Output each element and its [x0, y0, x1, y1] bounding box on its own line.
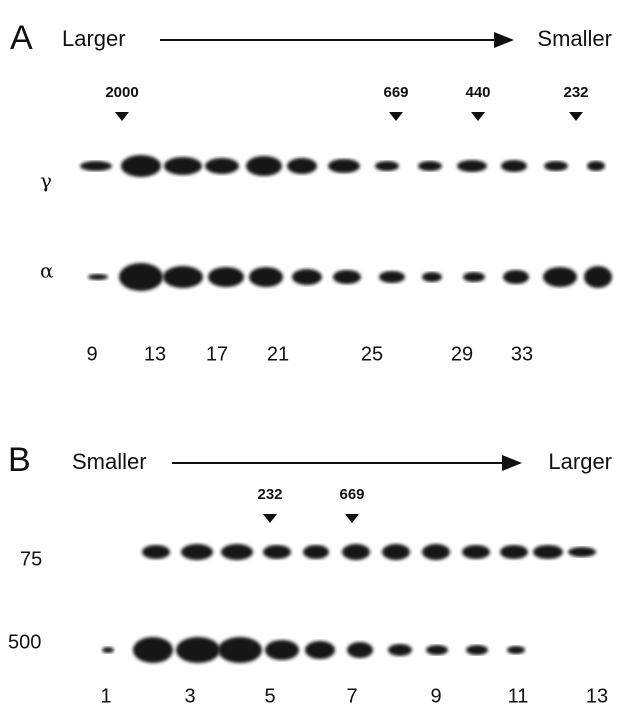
blot-band [500, 545, 528, 559]
lane-number: 1 [100, 685, 111, 707]
blot-band [462, 545, 490, 559]
blot-band [221, 544, 253, 560]
blot-band [533, 545, 563, 559]
blot-band [466, 645, 488, 655]
marker-triangle [263, 514, 277, 523]
blot-band [544, 161, 568, 171]
lane-number: 25 [361, 343, 383, 365]
blot-band [587, 161, 605, 171]
lane-number: 9 [430, 685, 441, 707]
blot-band [263, 545, 291, 559]
blot-band [265, 640, 299, 660]
lane-number: 7 [346, 685, 357, 707]
blot-band [507, 646, 525, 654]
blot-band [292, 269, 322, 285]
blot-band [342, 544, 370, 560]
blot-band [102, 647, 114, 653]
blot-band [503, 270, 529, 284]
blot-band [501, 160, 527, 172]
blot-band [375, 161, 399, 171]
lane-number: 33 [511, 343, 533, 365]
blot-band [463, 272, 485, 282]
blot-band [287, 158, 317, 174]
blot-band [568, 547, 596, 557]
size-marker: 232 [257, 486, 282, 503]
row-label: α [40, 259, 54, 283]
blot-band [80, 161, 112, 171]
blot-band [347, 642, 373, 658]
blot-band [543, 267, 577, 287]
blot-band [218, 637, 262, 663]
marker-triangle [569, 112, 583, 121]
blot-band [584, 266, 612, 288]
blot-band [426, 645, 448, 655]
marker-triangle [115, 112, 129, 121]
lane-number: 21 [267, 343, 289, 365]
size-marker: 440 [465, 84, 490, 101]
blot-band [181, 544, 213, 560]
direction-left: Smaller [72, 449, 147, 474]
direction-right: Smaller [537, 26, 612, 51]
blot-band [164, 157, 202, 175]
lane-number: 13 [144, 343, 166, 365]
blot-band [176, 637, 220, 663]
size-marker: 669 [339, 486, 364, 503]
blot-band [418, 161, 442, 171]
direction-left: Larger [62, 26, 126, 51]
panel-label: A [10, 19, 33, 57]
marker-triangle [389, 112, 403, 121]
blot-band [422, 272, 442, 282]
blot-band [249, 267, 283, 287]
size-marker: 232 [563, 84, 588, 101]
blot-band [208, 267, 244, 287]
direction-right: Larger [548, 449, 612, 474]
size-marker: 669 [383, 84, 408, 101]
size-marker: 2000 [105, 84, 138, 101]
blot-band [388, 644, 412, 656]
blot-band [119, 263, 163, 291]
lane-number: 11 [508, 685, 529, 707]
blot-band [205, 158, 239, 174]
lane-number: 13 [586, 685, 608, 707]
row-label: 75 [20, 548, 42, 570]
blot-band [328, 159, 360, 173]
row-label: 500 [8, 631, 41, 653]
marker-triangle [471, 112, 485, 121]
lane-number: 29 [451, 343, 473, 365]
lane-number: 3 [184, 685, 195, 707]
blot-band [379, 271, 405, 283]
blot-band [88, 274, 108, 280]
blot-band [133, 637, 173, 663]
blot-band [305, 641, 335, 659]
row-label: γ [40, 169, 52, 193]
blot-band [246, 156, 282, 176]
blot-band [163, 266, 203, 288]
lane-number: 17 [206, 343, 228, 365]
lane-number: 9 [86, 343, 97, 365]
lane-number: 5 [264, 685, 275, 707]
marker-triangle [345, 514, 359, 523]
blot-band [457, 160, 487, 172]
blot-band [422, 544, 450, 560]
blot-band [303, 545, 329, 559]
blot-band [142, 545, 170, 559]
blot-band [382, 544, 410, 560]
panel-label: B [8, 441, 31, 479]
blot-band [333, 270, 361, 284]
blot-band [121, 155, 161, 177]
